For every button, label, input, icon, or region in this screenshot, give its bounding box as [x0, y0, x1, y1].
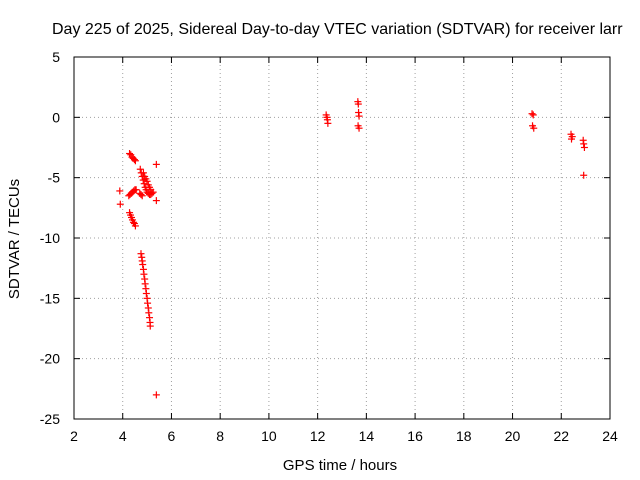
y-axis-label: SDTVAR / TECUs [6, 179, 23, 299]
x-tick-label: 6 [168, 428, 176, 444]
data-point [152, 391, 160, 399]
data-point [324, 119, 332, 127]
data-point [132, 186, 140, 194]
data-point [148, 189, 156, 197]
y-tick-label: -15 [40, 290, 60, 306]
data-point [144, 299, 152, 307]
data-point [131, 222, 139, 230]
data-point [130, 156, 138, 164]
data-point [530, 124, 538, 132]
y-tick-label: -25 [40, 411, 60, 427]
data-point [116, 187, 124, 195]
data-point [116, 200, 124, 208]
data-point [126, 150, 134, 158]
x-tick-label: 22 [553, 428, 569, 444]
x-tick-label: 10 [261, 428, 277, 444]
data-point [145, 309, 153, 317]
data-point [152, 197, 160, 205]
data-point [131, 157, 139, 165]
data-point [355, 124, 363, 132]
y-tick-label: 0 [52, 109, 60, 125]
y-tick-label: -10 [40, 230, 60, 246]
data-point [146, 322, 154, 330]
data-point [152, 160, 160, 168]
data-point [139, 169, 147, 177]
data-point [137, 250, 145, 258]
y-tick-label: 5 [52, 49, 60, 65]
data-point [580, 140, 588, 148]
grid-lines [74, 57, 610, 419]
data-point [529, 111, 537, 119]
data-point [143, 177, 151, 185]
x-tick-label: 12 [310, 428, 326, 444]
data-point [580, 171, 588, 179]
chart-title: Day 225 of 2025, Sidereal Day-to-day VTE… [52, 21, 623, 38]
y-tick-label: -20 [40, 351, 60, 367]
data-point [354, 100, 362, 108]
x-tick-label: 16 [407, 428, 423, 444]
data-point [137, 191, 145, 199]
data-point [142, 290, 150, 298]
x-tick-label: 14 [359, 428, 375, 444]
x-tick-label: 24 [602, 428, 618, 444]
x-tick-label: 8 [216, 428, 224, 444]
data-point [136, 165, 144, 173]
data-point [129, 218, 137, 226]
x-tick-label: 20 [505, 428, 521, 444]
data-point [355, 112, 363, 120]
data-point [138, 192, 146, 200]
data-points [116, 98, 588, 399]
x-axis-label: GPS time / hours [283, 457, 397, 474]
x-tick-label: 2 [70, 428, 78, 444]
y-tick-label: -5 [48, 170, 61, 186]
x-tick-label: 18 [456, 428, 472, 444]
data-point [568, 135, 576, 143]
data-point [147, 186, 155, 194]
data-point [140, 270, 148, 278]
data-point [580, 144, 588, 151]
data-point [139, 261, 147, 269]
x-tick-label: 4 [119, 428, 127, 444]
data-point [528, 110, 536, 118]
data-point [141, 280, 149, 288]
